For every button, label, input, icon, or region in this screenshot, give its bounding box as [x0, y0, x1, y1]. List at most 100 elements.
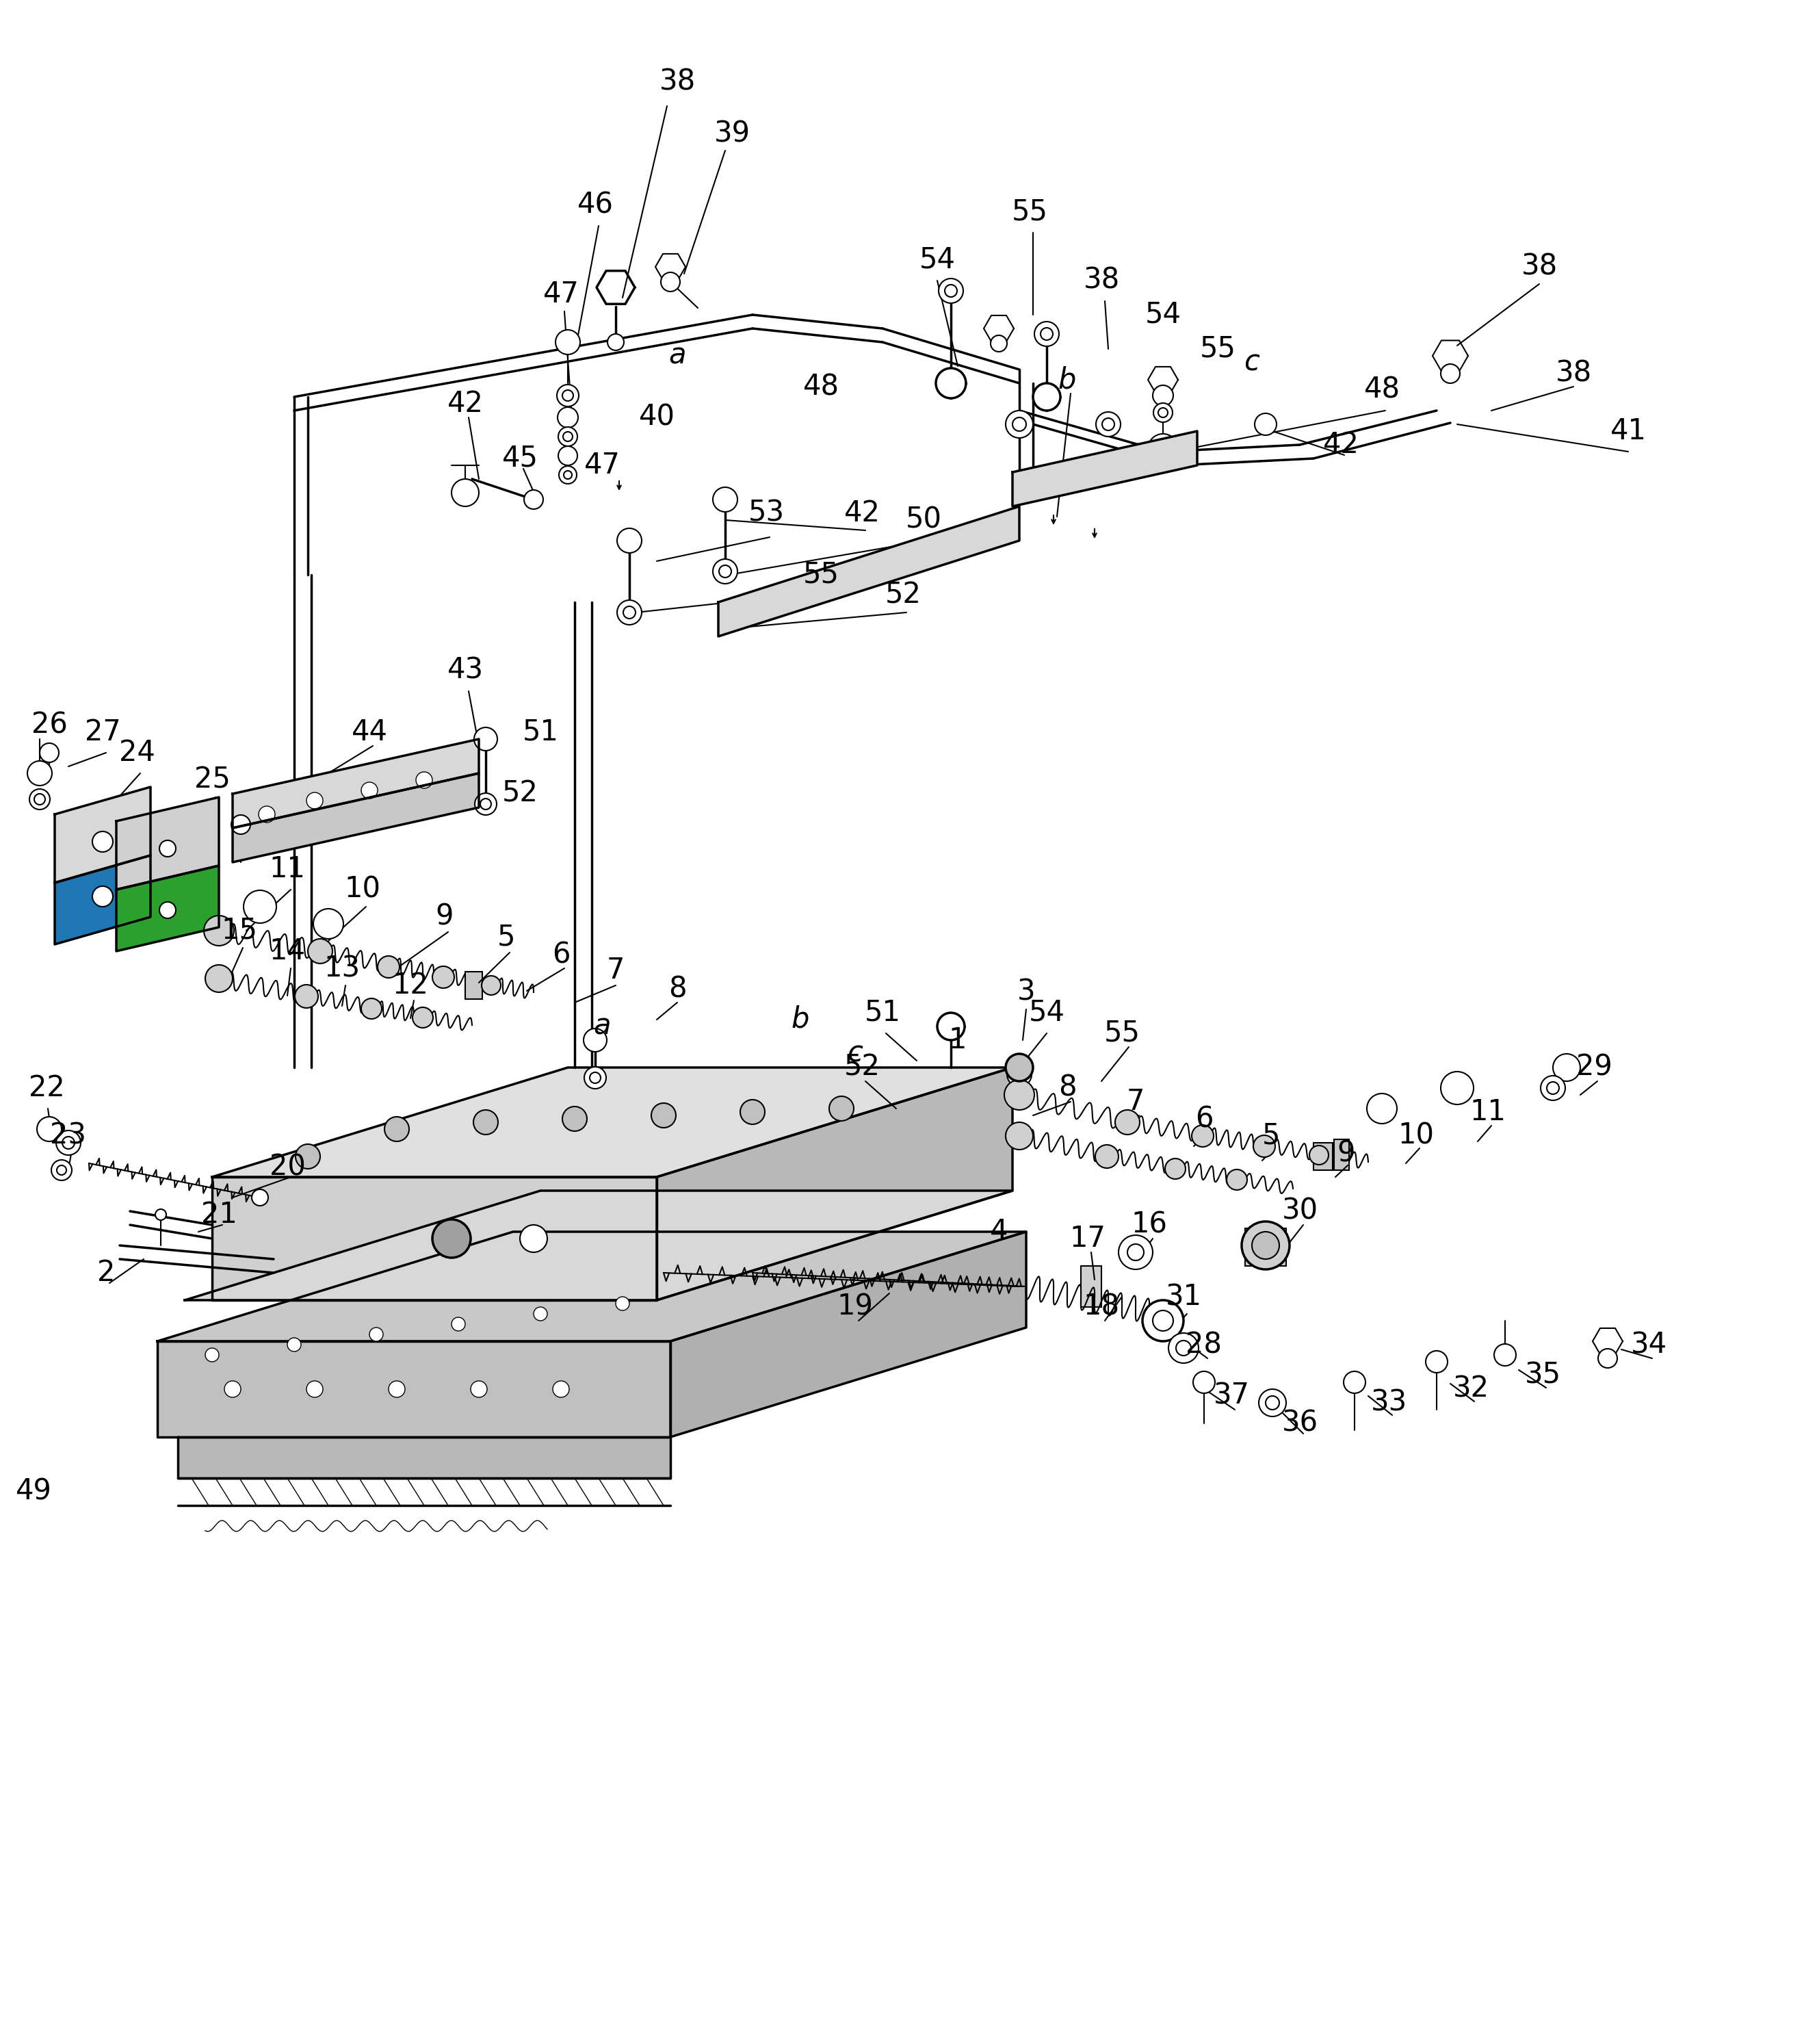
Text: 12: 12: [392, 971, 429, 1000]
Text: b: b: [792, 1006, 809, 1034]
Circle shape: [51, 1159, 73, 1181]
Circle shape: [1252, 1233, 1279, 1259]
Circle shape: [1441, 364, 1459, 382]
Circle shape: [154, 1210, 165, 1220]
Text: 13: 13: [323, 955, 360, 983]
Circle shape: [829, 1096, 854, 1120]
Text: 6: 6: [1196, 1104, 1214, 1132]
Circle shape: [253, 1190, 269, 1206]
Text: 6: 6: [552, 940, 571, 969]
Circle shape: [160, 901, 176, 918]
Circle shape: [1152, 384, 1174, 407]
Text: 1: 1: [948, 1026, 967, 1055]
Circle shape: [93, 832, 113, 852]
Circle shape: [1127, 1245, 1145, 1261]
Text: 49: 49: [15, 1478, 51, 1506]
Circle shape: [432, 1220, 471, 1257]
Circle shape: [712, 486, 738, 511]
Circle shape: [591, 1073, 601, 1083]
Circle shape: [482, 975, 501, 995]
Circle shape: [1546, 1081, 1559, 1094]
Circle shape: [558, 427, 578, 446]
Bar: [1245, 1228, 1286, 1239]
Text: 29: 29: [1575, 1053, 1612, 1081]
Circle shape: [160, 840, 176, 856]
Polygon shape: [185, 1192, 1012, 1300]
Text: 30: 30: [1281, 1198, 1317, 1226]
Circle shape: [618, 527, 641, 554]
Circle shape: [1426, 1351, 1448, 1374]
Polygon shape: [116, 797, 218, 889]
Circle shape: [616, 1296, 629, 1310]
Circle shape: [205, 1349, 218, 1361]
Circle shape: [623, 607, 636, 619]
Polygon shape: [55, 787, 151, 883]
Text: 20: 20: [269, 1153, 305, 1181]
Circle shape: [296, 1145, 320, 1169]
Text: 38: 38: [660, 67, 696, 96]
Circle shape: [27, 760, 53, 785]
Circle shape: [432, 967, 454, 987]
Circle shape: [1034, 321, 1059, 345]
Circle shape: [1259, 1390, 1286, 1416]
Text: 15: 15: [222, 916, 258, 944]
Circle shape: [416, 773, 432, 789]
Circle shape: [561, 390, 574, 401]
Text: 35: 35: [1524, 1361, 1561, 1390]
Bar: [465, 971, 482, 1000]
Text: 52: 52: [501, 779, 538, 807]
Bar: [136, 858, 191, 887]
Circle shape: [451, 478, 480, 507]
Text: 37: 37: [1214, 1382, 1250, 1410]
Circle shape: [1441, 1071, 1474, 1104]
Circle shape: [556, 384, 580, 407]
Text: 54: 54: [1145, 300, 1181, 329]
Polygon shape: [116, 867, 218, 950]
Polygon shape: [670, 1233, 1027, 1437]
Text: 11: 11: [269, 854, 305, 883]
Text: 31: 31: [1165, 1282, 1201, 1310]
Circle shape: [307, 938, 333, 963]
Circle shape: [1168, 1333, 1199, 1363]
Circle shape: [62, 1136, 74, 1149]
Circle shape: [740, 1100, 765, 1124]
Polygon shape: [233, 773, 480, 863]
Circle shape: [1005, 1122, 1034, 1149]
Circle shape: [520, 1224, 547, 1253]
Circle shape: [1154, 403, 1172, 423]
Circle shape: [1034, 382, 1061, 411]
Circle shape: [661, 272, 680, 292]
Text: 52: 52: [843, 1053, 879, 1081]
Text: 33: 33: [1370, 1388, 1406, 1416]
Circle shape: [385, 1116, 409, 1141]
Circle shape: [1007, 1063, 1032, 1087]
Circle shape: [1541, 1075, 1564, 1100]
Text: 32: 32: [1454, 1376, 1488, 1404]
Circle shape: [29, 789, 49, 809]
Circle shape: [412, 1008, 432, 1028]
Circle shape: [471, 1382, 487, 1398]
Text: 52: 52: [885, 580, 921, 609]
Circle shape: [40, 744, 58, 762]
Text: 16: 16: [1132, 1210, 1168, 1239]
Circle shape: [474, 1110, 498, 1134]
Bar: [1334, 1139, 1348, 1169]
Polygon shape: [178, 1437, 670, 1478]
Text: a: a: [669, 341, 687, 370]
Circle shape: [1116, 1110, 1139, 1134]
Circle shape: [563, 431, 572, 442]
Text: 7: 7: [607, 957, 625, 985]
Text: 10: 10: [345, 875, 382, 903]
Circle shape: [451, 1316, 465, 1331]
Circle shape: [223, 1382, 242, 1398]
Text: 23: 23: [51, 1122, 87, 1151]
Circle shape: [1005, 1055, 1034, 1081]
Circle shape: [523, 491, 543, 509]
Text: 50: 50: [905, 505, 941, 533]
Text: 9: 9: [436, 903, 454, 932]
Circle shape: [558, 407, 578, 427]
Circle shape: [1165, 1159, 1185, 1179]
Circle shape: [1366, 1094, 1397, 1124]
Bar: [1314, 1143, 1332, 1169]
Text: c: c: [1245, 347, 1259, 376]
